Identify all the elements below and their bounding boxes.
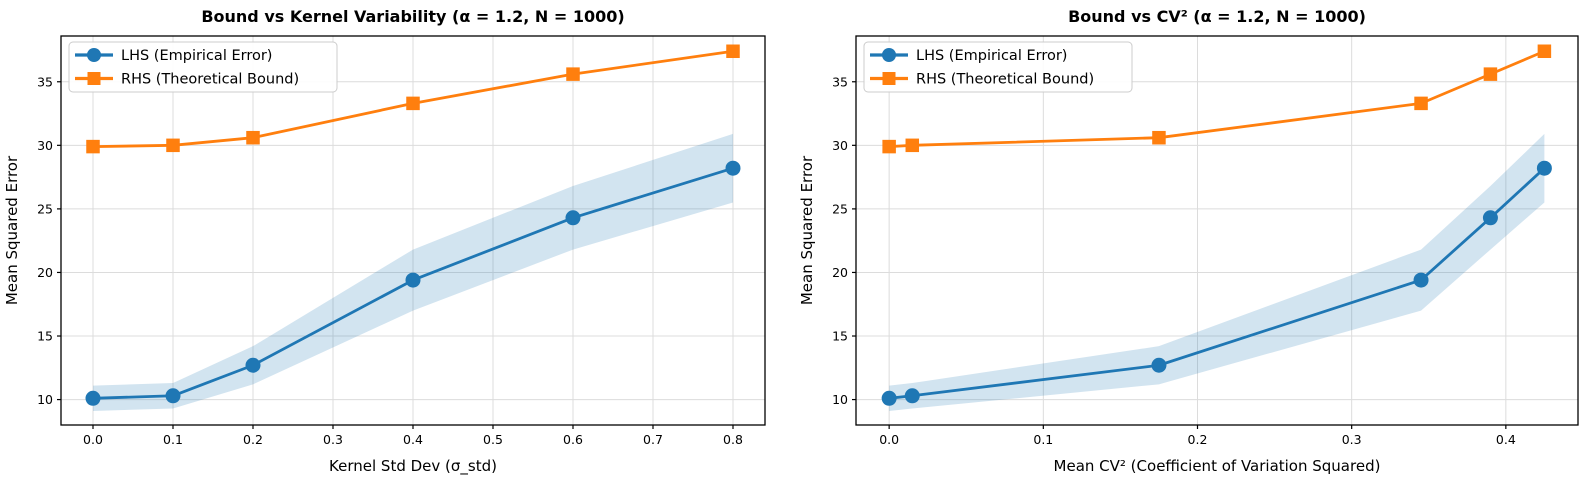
y-tick-label: 25 bbox=[37, 201, 53, 216]
rhs-marker bbox=[905, 138, 920, 153]
tick-marks bbox=[57, 81, 734, 429]
y-axis-label: Mean Squared Error bbox=[3, 155, 21, 305]
legend-item-rhs: RHS (Theoretical Bound) bbox=[75, 72, 299, 88]
tick-marks bbox=[852, 81, 1507, 429]
legend-label: LHS (Empirical Error) bbox=[916, 48, 1067, 64]
y-tick-label: 20 bbox=[832, 265, 848, 280]
left-chart: 0.0 0.1 0.2 0.3 0.4 0.5 0.6 0.7 0.8 10 15 20 25 30 35 K… bbox=[3, 7, 766, 476]
rhs-marker bbox=[1537, 44, 1552, 59]
chart-title: Bound vs CV² (α = 1.2, N = 1000) bbox=[1068, 7, 1366, 26]
lhs-marker bbox=[904, 388, 920, 404]
x-tick-label: 0.5 bbox=[483, 432, 503, 447]
x-tick-label: 0.3 bbox=[323, 432, 343, 447]
legend-box bbox=[68, 41, 338, 93]
y-tick-label: 25 bbox=[832, 201, 848, 216]
y-tick-label: 20 bbox=[37, 265, 53, 280]
legend-box bbox=[863, 41, 1133, 93]
y-tick-label: 30 bbox=[832, 138, 848, 153]
legend-label: RHS (Theoretical Bound) bbox=[121, 72, 299, 88]
legend: LHS (Empirical Error) RHS (Theoretical Bo… bbox=[68, 41, 338, 93]
x-tick-label: 0.1 bbox=[1033, 432, 1053, 447]
lhs-marker bbox=[165, 388, 181, 404]
rhs-marker bbox=[1152, 130, 1166, 145]
rhs-marker bbox=[1414, 96, 1428, 111]
x-tick-label: 0.0 bbox=[879, 432, 899, 447]
right-chart: 0.0 0.1 0.2 0.3 0.4 10 15 20 25 30 35 Mean CV² (Coe… bbox=[798, 7, 1579, 475]
y-tick-label: 10 bbox=[832, 392, 848, 407]
y-axis-label: Mean Squared Error bbox=[798, 155, 816, 305]
rhs-marker bbox=[246, 130, 260, 145]
lhs-marker bbox=[405, 272, 421, 288]
lhs-legend-marker-icon bbox=[882, 48, 896, 62]
lhs-marker bbox=[725, 160, 741, 176]
lhs-marker bbox=[85, 390, 101, 406]
grid-lines bbox=[61, 36, 765, 425]
x-tick-label: 0.2 bbox=[1188, 432, 1208, 447]
lhs-marker bbox=[1482, 210, 1498, 226]
legend-label: LHS (Empirical Error) bbox=[121, 48, 272, 64]
rhs-marker bbox=[86, 139, 100, 154]
x-tick-label: 0.2 bbox=[243, 432, 263, 447]
rhs-marker bbox=[1483, 67, 1498, 81]
y-tick-label: 35 bbox=[37, 74, 53, 89]
lhs-marker bbox=[1413, 272, 1429, 288]
legend-label: RHS (Theoretical Bound) bbox=[916, 72, 1094, 88]
x-axis-label: Mean CV² (Coefficient of Variation Squar… bbox=[1054, 457, 1381, 475]
x-tick-label: 0.7 bbox=[643, 432, 663, 447]
x-tick-label: 0.1 bbox=[163, 432, 183, 447]
rhs-line bbox=[91, 49, 735, 148]
rhs-marker bbox=[406, 96, 420, 111]
legend-item-lhs: LHS (Empirical Error) bbox=[75, 48, 272, 64]
legend-item-lhs: LHS (Empirical Error) bbox=[870, 48, 1067, 64]
confidence-band bbox=[889, 133, 1545, 412]
rhs-legend-marker-icon bbox=[87, 72, 101, 85]
x-tick-label: 0.6 bbox=[563, 432, 583, 447]
plot-border bbox=[855, 35, 1579, 426]
x-axis-label: Kernel Std Dev (σ_std) bbox=[329, 457, 497, 476]
rhs-marker bbox=[566, 67, 580, 81]
x-tick-label: 0.4 bbox=[1496, 432, 1516, 447]
y-tick-label: 15 bbox=[37, 329, 53, 344]
x-tick-label: 0.0 bbox=[83, 432, 103, 447]
x-tick-label: 0.8 bbox=[723, 432, 743, 447]
y-tick-label: 10 bbox=[37, 392, 53, 407]
lhs-marker bbox=[245, 357, 261, 373]
x-tick-label: 0.4 bbox=[403, 432, 423, 447]
legend-item-rhs: RHS (Theoretical Bound) bbox=[870, 72, 1094, 88]
lhs-marker bbox=[881, 390, 897, 406]
x-tick-label: 0.3 bbox=[1342, 432, 1362, 447]
chart-title: Bound vs Kernel Variability (α = 1.2, N … bbox=[201, 7, 624, 26]
y-tick-label: 15 bbox=[832, 329, 848, 344]
y-tick-label: 30 bbox=[37, 138, 53, 153]
confidence-band bbox=[93, 133, 733, 412]
lhs-legend-marker-icon bbox=[87, 48, 101, 62]
rhs-marker bbox=[882, 139, 896, 154]
rhs-legend-marker-icon bbox=[882, 72, 896, 85]
rhs-marker bbox=[726, 44, 740, 59]
lhs-line bbox=[91, 166, 735, 400]
y-tick-label: 35 bbox=[832, 74, 848, 89]
lhs-marker bbox=[1151, 357, 1167, 373]
lhs-marker bbox=[1536, 160, 1552, 176]
rhs-marker bbox=[166, 138, 180, 153]
lhs-marker bbox=[565, 210, 581, 226]
grid-lines bbox=[856, 36, 1578, 425]
legend: LHS (Empirical Error) RHS (Theoretical Bo… bbox=[863, 41, 1133, 93]
